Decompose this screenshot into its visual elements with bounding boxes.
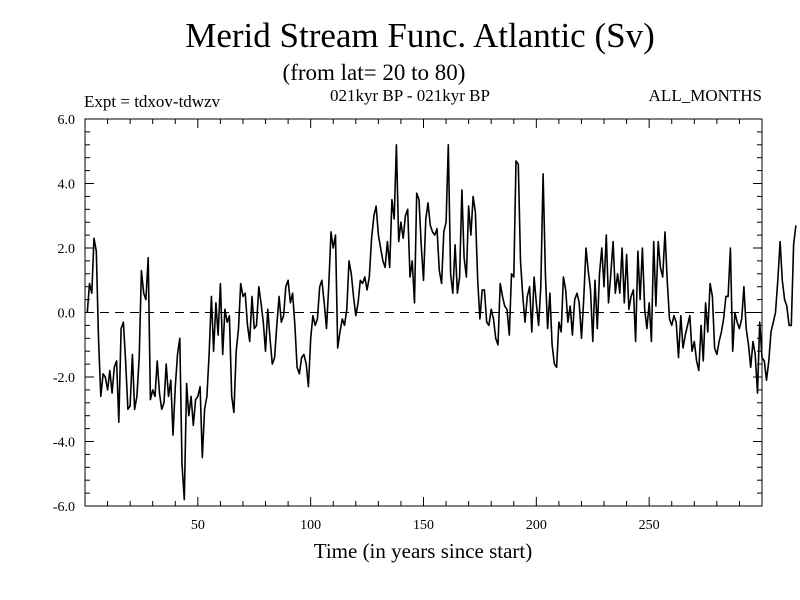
x-tick-label: 250	[639, 518, 660, 533]
y-tick-label: -2.0	[53, 371, 75, 386]
experiment-annotation: Expt = tdxov-tdwzv	[84, 92, 221, 111]
y-tick-label: 2.0	[58, 242, 76, 257]
major-ticks	[85, 119, 762, 506]
plot-frame	[84, 118, 763, 507]
x-tick-label: 150	[413, 518, 434, 533]
y-tick-label: 4.0	[58, 178, 76, 193]
x-tick-labels: 50 100 150 200 250	[191, 518, 660, 533]
x-axis-label: Time (in years since start)	[313, 539, 533, 563]
x-tick-label: 200	[526, 518, 547, 533]
chart-title: Merid Stream Func. Atlantic (Sv)	[185, 16, 655, 55]
period-annotation: 021kyr BP - 021kyr BP	[330, 86, 490, 105]
months-annotation: ALL_MONTHS	[648, 86, 762, 105]
y-tick-label: -4.0	[53, 436, 75, 451]
y-tick-label: -6.0	[53, 500, 75, 515]
y-tick-label: 0.0	[58, 307, 76, 322]
series-line	[86, 144, 797, 501]
y-tick-labels: -6.0 -4.0 -2.0 0.0 2.0 4.0 6.0	[53, 113, 75, 515]
y-tick-label: 6.0	[58, 113, 76, 128]
chart-subtitle: (from lat= 20 to 80)	[282, 60, 466, 85]
x-tick-label: 50	[191, 518, 205, 533]
x-tick-label: 100	[300, 518, 321, 533]
